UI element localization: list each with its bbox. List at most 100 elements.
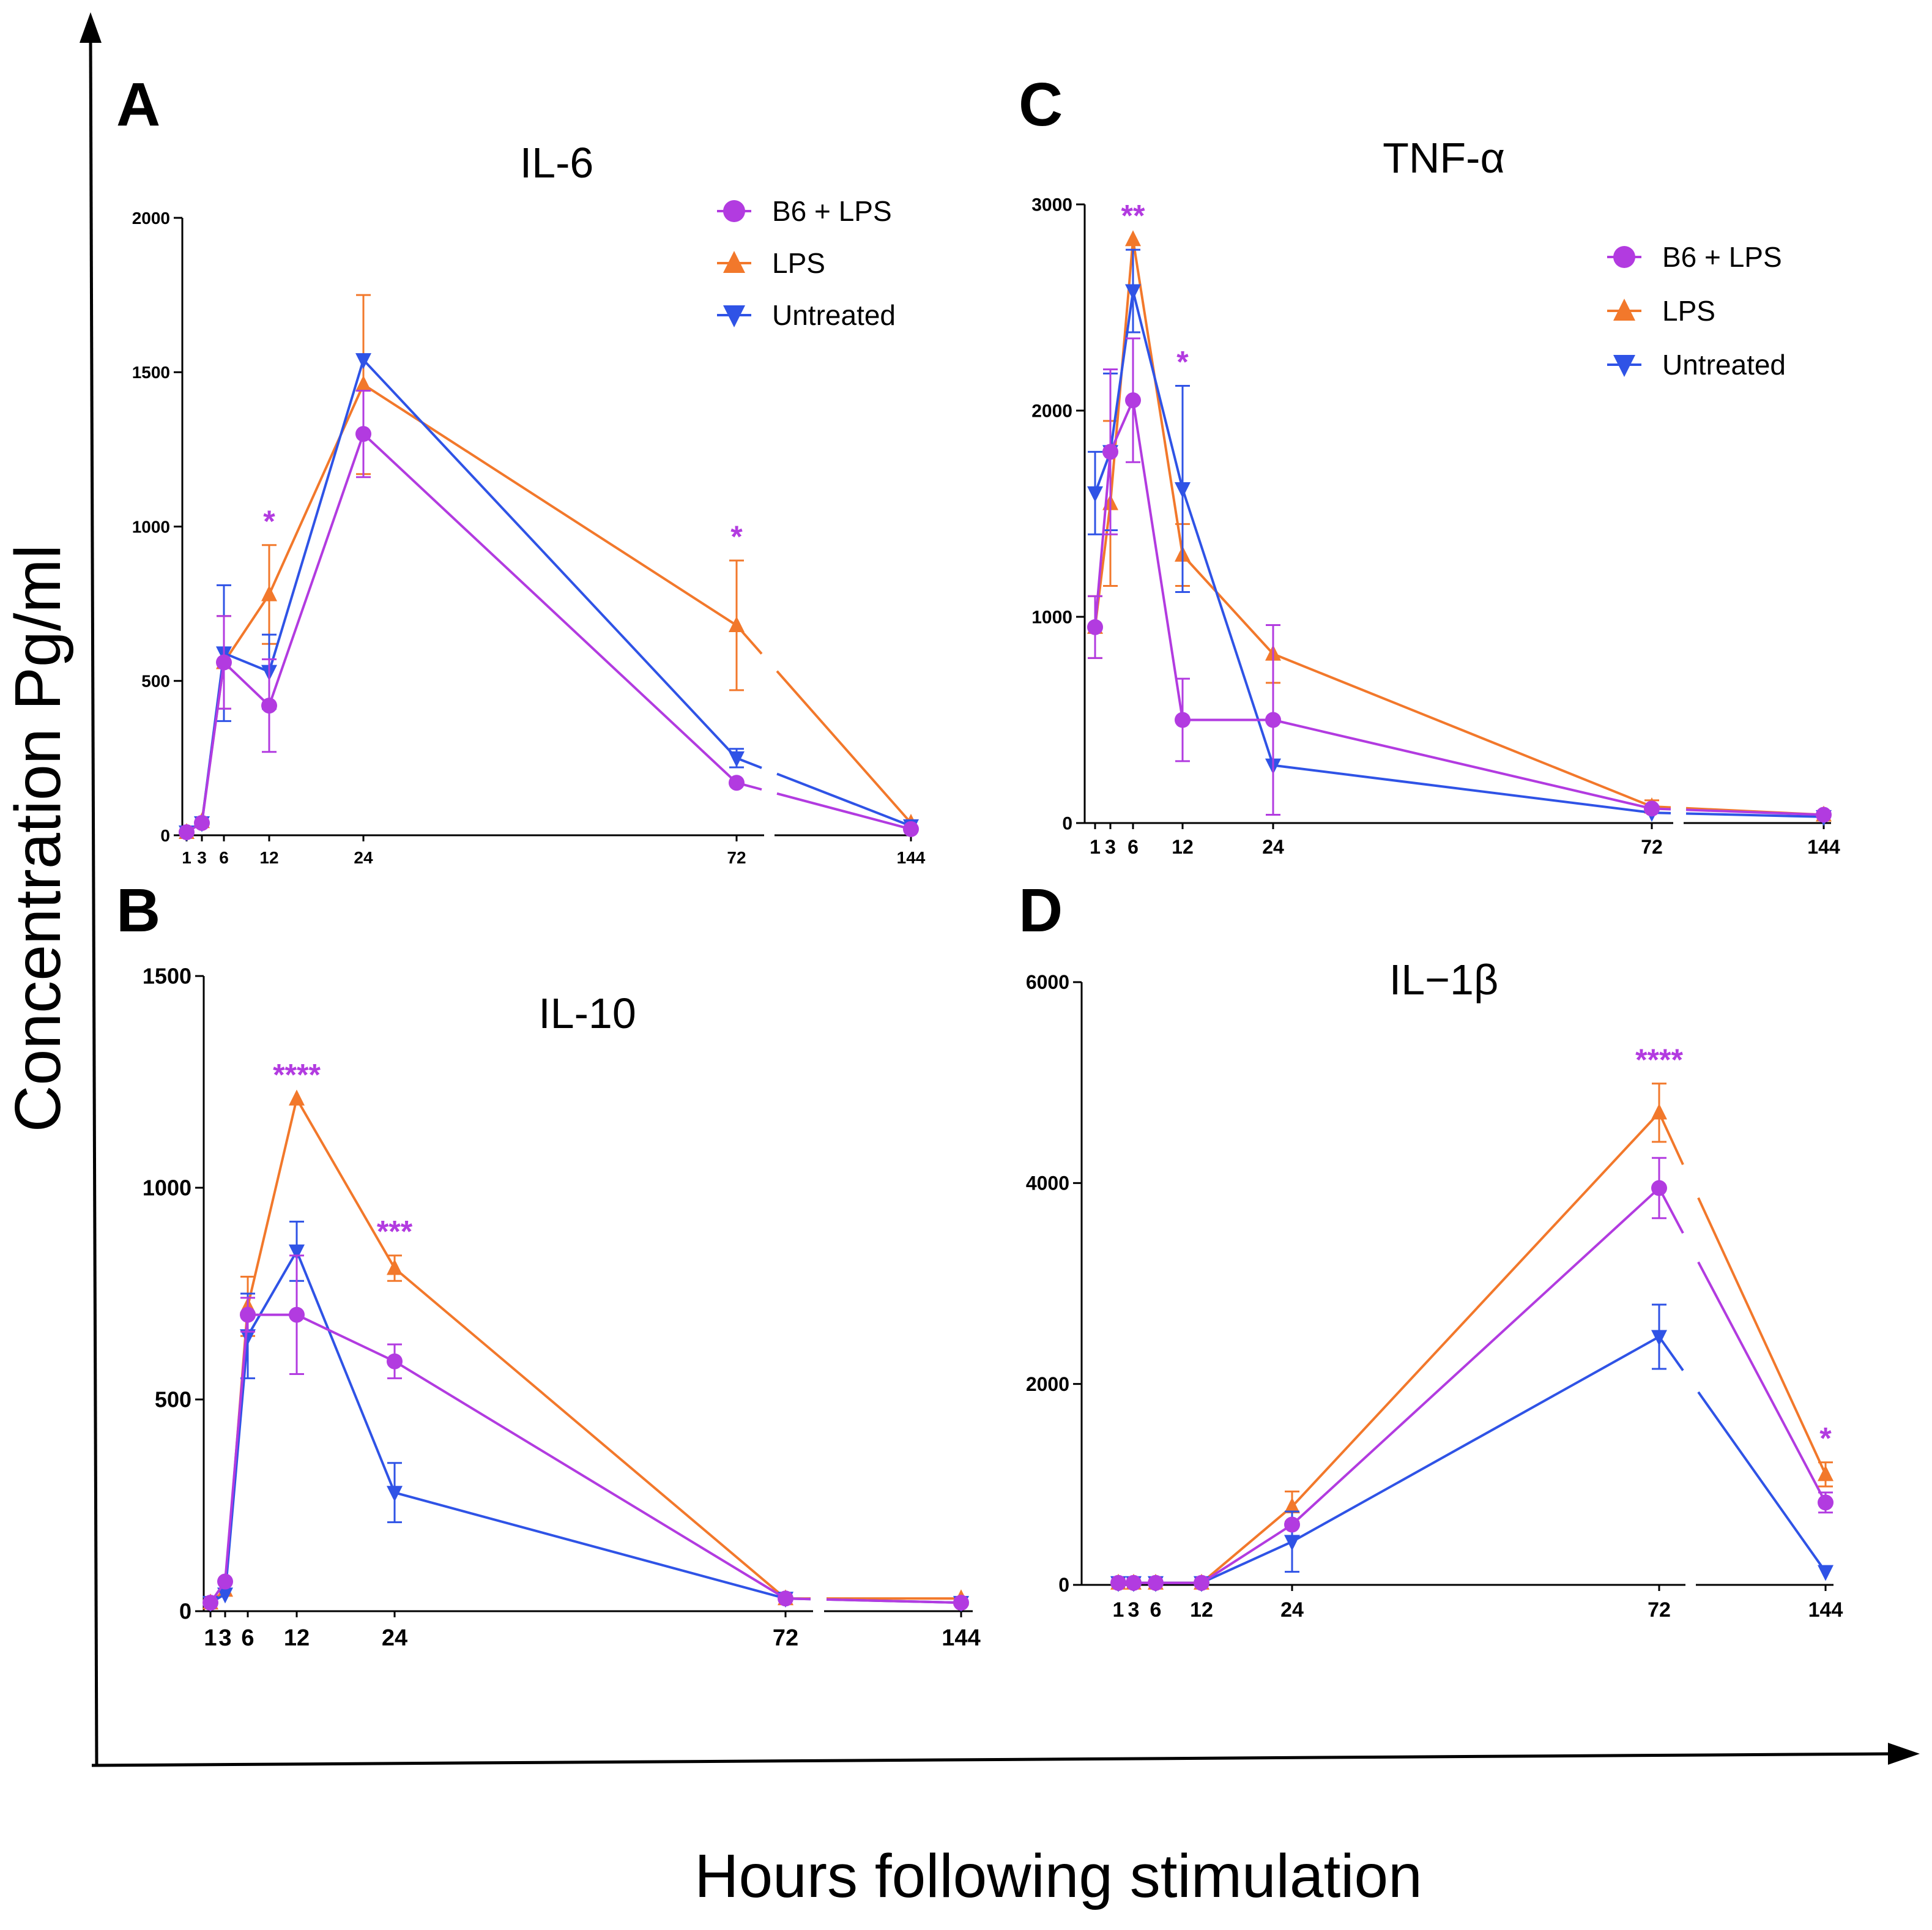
x-tick-label: 3 [197,848,207,867]
data-point [240,1329,256,1346]
data-point [387,1353,403,1369]
series-line-segment [268,433,365,706]
panel-label: B [116,876,160,945]
series-line-segment [1685,808,1824,816]
panel-title: TNF-α [1383,134,1505,182]
outer-axes [80,12,1920,1767]
data-point [1644,800,1660,817]
data-point [1284,1497,1300,1513]
legend-marker [723,305,745,327]
series-line-segment [1273,764,1652,814]
series-line-segment [1200,1523,1293,1584]
data-point [1175,482,1191,499]
series-line-segment [201,662,225,824]
y-tick-label: 1500 [143,964,191,989]
panel-label: C [1019,70,1063,139]
series-line-segment [362,359,738,759]
series-line-segment [1291,1187,1660,1526]
legend-marker [1613,246,1635,268]
series-line-segment [1273,652,1652,808]
x-tick-label: 72 [1641,836,1663,858]
panel-title: IL-6 [520,139,594,187]
legend-entry: Untreated [1662,349,1786,381]
data-point [1102,444,1118,460]
significance-annotation: * [1819,1421,1832,1456]
x-tick-label: 144 [942,1625,980,1651]
series-line-segment [776,792,912,830]
y-tick-label: 6000 [1026,971,1069,993]
data-point [289,1306,305,1323]
significance-annotation: * [263,504,275,538]
legend: B6 + LPS LPS Untreated [1607,241,1786,381]
series-line-segment [1291,1335,1660,1543]
x-tick-label: 6 [219,848,229,867]
panel-label: A [116,70,160,139]
data-point [1125,392,1141,409]
legend-entry: Untreated [772,299,896,331]
data-point [1818,1465,1834,1481]
data-point [1265,712,1281,728]
data-point [355,353,371,370]
series-b6-lps [1087,337,1832,823]
series-line-segment [247,1250,298,1337]
data-point [1126,1574,1142,1591]
series-line-segment [247,1098,298,1307]
series-untreated [1087,248,1832,826]
x-tick-label: 72 [727,848,746,867]
legend: B6 + LPS LPS Untreated [717,195,896,331]
data-point [1818,1565,1834,1581]
data-point [194,814,210,831]
y-tick-label: 0 [179,1599,191,1624]
data-point [1194,1574,1209,1591]
y-tick-label: 2000 [1026,1373,1069,1395]
significance-annotation: **** [1635,1043,1683,1077]
y-tick-label: 3000 [1031,195,1072,215]
legend-marker [1613,355,1635,377]
data-point [1087,619,1103,635]
data-point [216,654,232,671]
data-point [387,1486,403,1502]
series-line-segment [223,594,270,663]
data-point [261,698,277,714]
series-line-segment [1181,488,1274,766]
data-point [1818,1494,1834,1511]
series-line-segment [1697,1261,1827,1503]
series-line-segment [1658,1336,1684,1371]
series-line-segment [295,1098,396,1269]
legend-marker [723,200,745,222]
series-line-segment [1291,1112,1660,1508]
series-lps [1110,1082,1834,1590]
data-point [1651,1180,1667,1196]
data-point [1651,1103,1667,1120]
series-untreated [179,353,919,841]
data-point [261,585,277,602]
panel-A: A IL-6 0 500 1000 1500 2000 1 3 6 12 24 72 144 * * B6 + … [116,70,926,867]
data-point [202,1595,218,1611]
x-tick-label: 144 [1808,1598,1843,1622]
significance-annotation: * [730,520,743,554]
x-tick-label: 3 [1105,836,1116,858]
panel-label: D [1019,876,1063,945]
y-tick-label: 0 [160,826,170,845]
panel-title: IL-10 [538,989,636,1037]
series-line-segment [1697,1391,1827,1573]
data-point [1148,1574,1164,1591]
data-point [1125,230,1141,247]
x-tick-label: 72 [773,1625,798,1651]
legend-entry: LPS [772,247,825,279]
significance-annotation: ** [1121,198,1145,233]
significance-annotation: * [1176,345,1189,379]
x-tick-label: 24 [1280,1598,1304,1622]
x-tick-label: 6 [1150,1598,1162,1622]
data-point [1125,284,1141,300]
x-tick-label: 6 [241,1625,254,1651]
y-tick-label: 4000 [1026,1172,1069,1194]
legend-marker [723,251,745,273]
legend-entry: B6 + LPS [1662,241,1782,273]
x-tick-label: 144 [897,848,926,867]
series-line-segment [268,384,365,595]
x-tick-label: 1 [1113,1598,1124,1622]
x-tick-label: 12 [1190,1598,1213,1622]
